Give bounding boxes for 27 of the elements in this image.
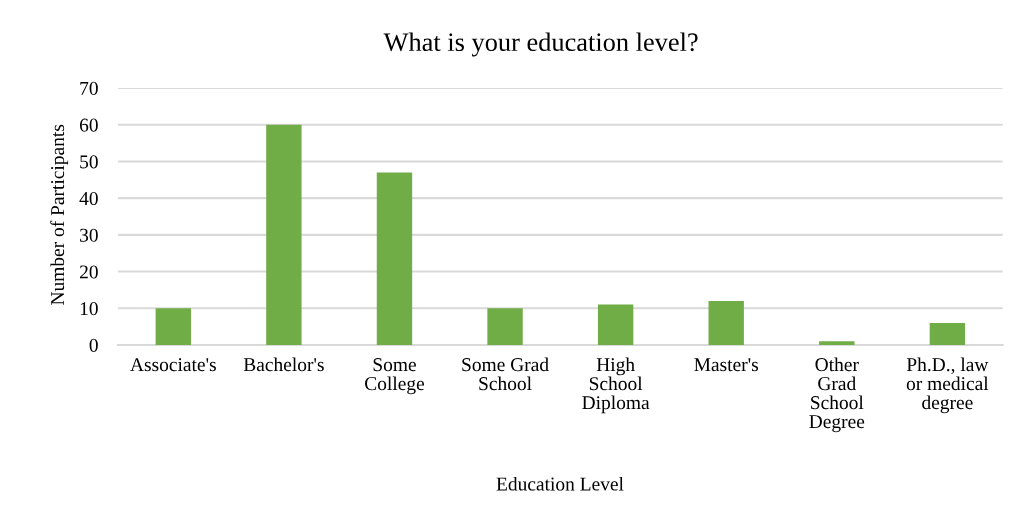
x-tick-label: Bachelor's bbox=[243, 357, 324, 372]
y-tick-label: 10 bbox=[80, 302, 98, 316]
x-tick-label: Some Grad School bbox=[462, 357, 549, 391]
bar bbox=[819, 341, 855, 345]
x-tick-label: Associate's bbox=[130, 358, 216, 372]
bar bbox=[708, 300, 744, 345]
y-tick-label: 70 bbox=[80, 81, 98, 95]
bar bbox=[929, 322, 966, 345]
x-axis-title: Education Level bbox=[496, 476, 624, 491]
bar bbox=[487, 308, 523, 345]
y-tick-label: 0 bbox=[89, 338, 98, 352]
chart-title: What is your education level? bbox=[383, 32, 698, 57]
bar bbox=[597, 304, 634, 345]
y-tick-label: 30 bbox=[80, 228, 98, 242]
y-tick-label: 50 bbox=[80, 155, 98, 169]
bar bbox=[266, 124, 302, 345]
y-tick-label: 40 bbox=[79, 191, 98, 206]
y-tick-label: 20 bbox=[79, 265, 98, 279]
bar bbox=[155, 308, 191, 345]
x-tick-label: Master's bbox=[694, 358, 759, 372]
x-tick-label: Some College bbox=[365, 358, 425, 395]
y-tick-label: 60 bbox=[79, 118, 98, 132]
x-tick-label: Other Grad School Degree bbox=[809, 357, 865, 433]
x-tick-label: Ph.D., law or medical degree bbox=[906, 357, 989, 414]
x-tick-label: High School Diploma bbox=[582, 357, 650, 414]
y-axis-title: Number of Participants bbox=[50, 124, 69, 305]
bar bbox=[376, 172, 413, 345]
